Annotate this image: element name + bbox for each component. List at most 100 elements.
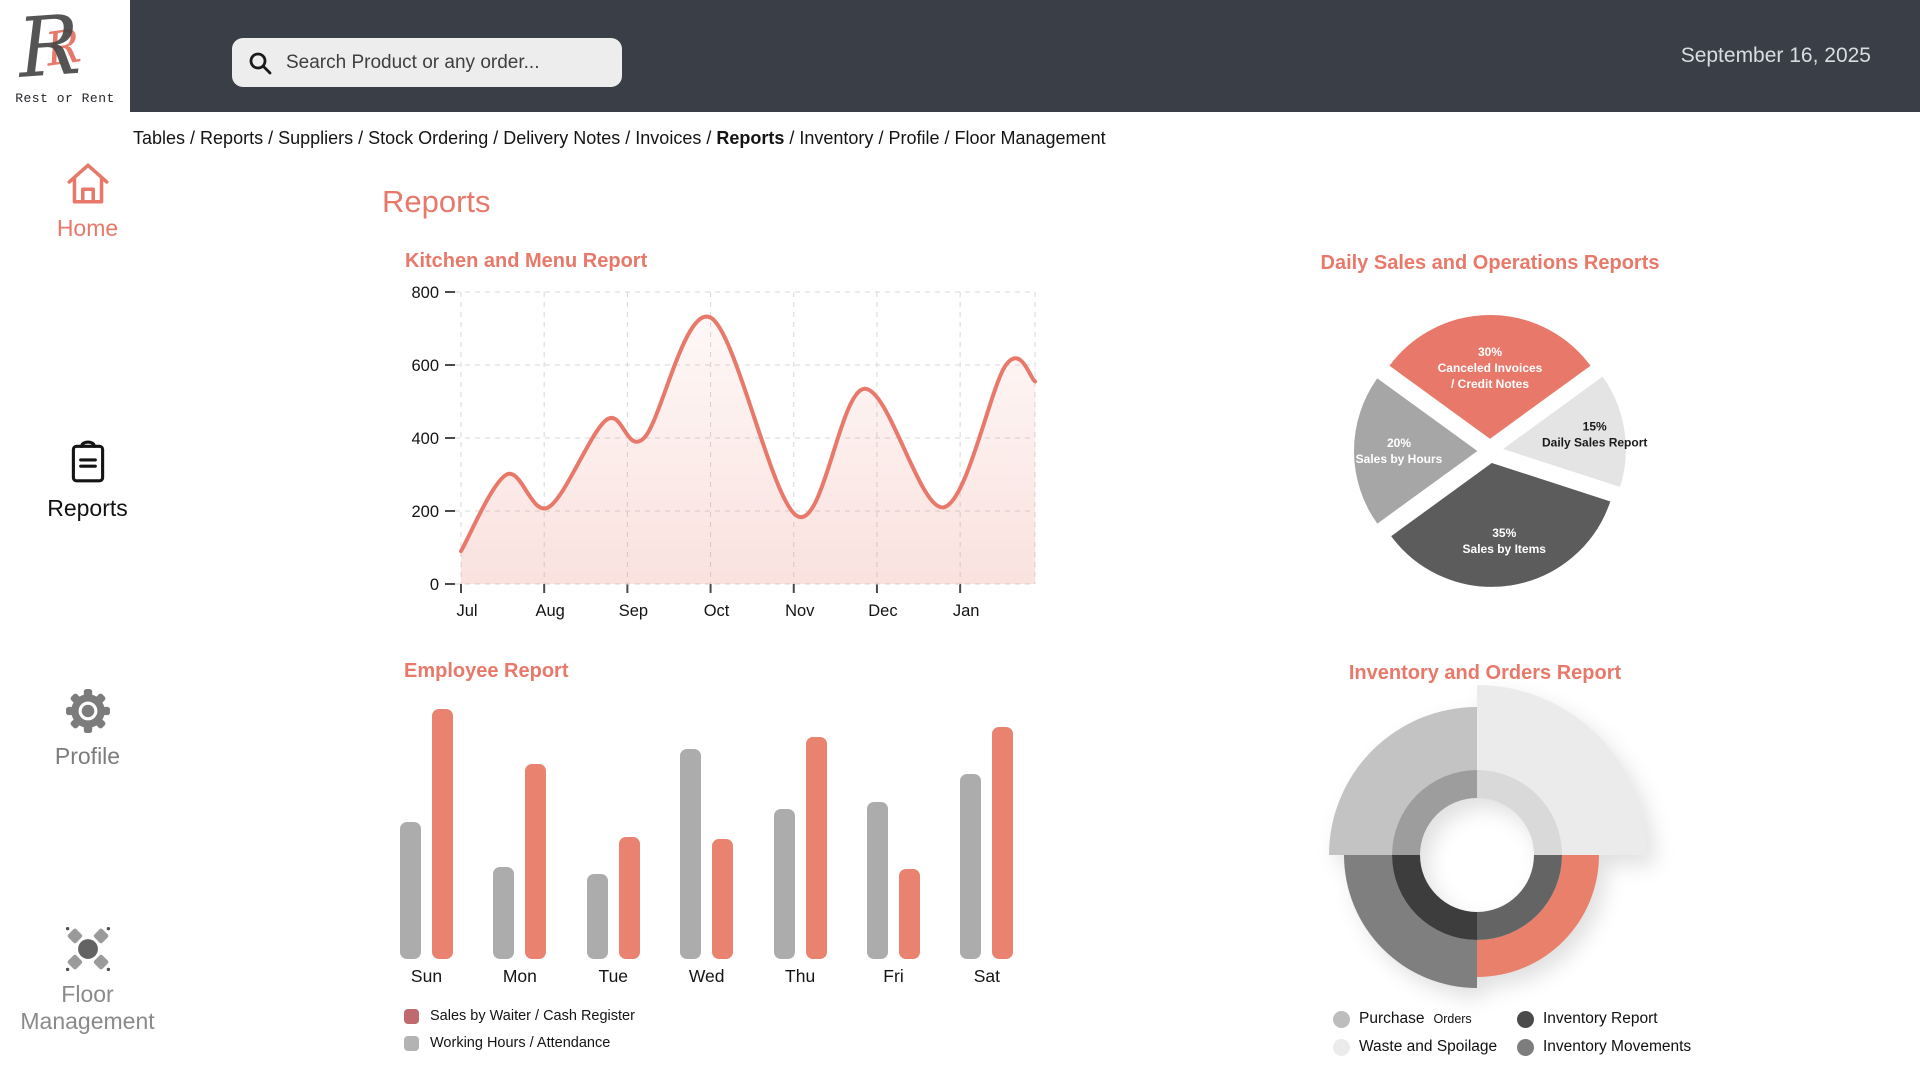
area-chart: Jul Aug Sep Oct Nov Dec Jan 0 200 400 600 800 <box>411 284 1037 620</box>
breadcrumb-item[interactable]: Tables <box>133 128 186 148</box>
home-icon <box>66 163 109 204</box>
bar-chart-legend: Sales by Waiter / Cash Register Working H… <box>404 1008 635 1062</box>
breadcrumb-separator: / <box>939 128 955 148</box>
sidebar-item-floor-management[interactable]: Floor Management <box>0 926 175 1035</box>
breadcrumb-separator: / <box>784 128 800 148</box>
donut-segment <box>1329 707 1477 855</box>
bar-category-label: Wed <box>688 966 725 986</box>
breadcrumb-item[interactable]: Reports <box>200 128 264 148</box>
legend-dot <box>1517 1010 1534 1028</box>
bar <box>960 774 982 959</box>
svg-text:Dec: Dec <box>868 602 897 620</box>
svg-text:600: 600 <box>411 357 439 375</box>
legend-item: Inventory Movements <box>1517 1038 1691 1056</box>
donut-segment <box>1344 855 1477 988</box>
breadcrumb-item[interactable]: Suppliers <box>278 128 354 148</box>
chart-title: Inventory and Orders Report <box>1348 662 1622 684</box>
donut-segment <box>1477 770 1562 855</box>
bar-group <box>680 709 734 959</box>
sidebar-item-label: Profile <box>54 743 121 769</box>
legend-label: Purchase <box>1359 1010 1425 1027</box>
breadcrumb-item[interactable]: Inventory <box>799 128 874 148</box>
sidebar-item-home[interactable]: Home <box>0 160 175 242</box>
page-title: Reports <box>382 184 491 219</box>
donut-segment <box>1392 855 1477 940</box>
pie-slice <box>1387 313 1593 441</box>
legend-dot <box>1517 1038 1534 1056</box>
sidebar-item-label: Floor Management <box>20 981 155 1034</box>
bar <box>992 726 1014 959</box>
breadcrumb-item[interactable]: Profile <box>888 128 940 148</box>
logo-r-icon: R R <box>13 0 84 97</box>
breadcrumb-separator: / <box>701 128 717 148</box>
legend-label: Working Hours / Attendance <box>430 1035 611 1051</box>
bar-group <box>493 709 547 959</box>
chart-title: Employee Report <box>404 660 569 682</box>
donut-segment <box>1477 855 1562 940</box>
bar-group <box>400 709 453 959</box>
svg-text:Nov: Nov <box>785 602 815 620</box>
sidebar-item-label: Reports <box>47 495 128 521</box>
search-icon <box>249 52 272 74</box>
breadcrumb-item[interactable]: Delivery Notes <box>503 128 621 148</box>
donut-chart <box>1329 685 1647 988</box>
bar <box>867 801 888 959</box>
bar <box>400 821 421 959</box>
search-input[interactable] <box>286 51 606 74</box>
breadcrumb-separator: / <box>185 128 201 148</box>
legend-label: Waste and Spoilage <box>1359 1038 1498 1055</box>
svg-text:R: R <box>13 0 83 88</box>
bar <box>680 749 702 959</box>
chart-title: Kitchen and Menu Report <box>405 250 648 272</box>
breadcrumb-separator: / <box>353 128 369 148</box>
search-bar[interactable] <box>232 38 622 87</box>
bar-category-label: Mon <box>502 966 537 986</box>
bar-category-label: Sat <box>973 966 1001 986</box>
pie-slice-label: 15% Daily Sales Report <box>1542 419 1647 449</box>
svg-text:800: 800 <box>411 284 439 302</box>
breadcrumb-item[interactable]: Floor Management <box>954 128 1106 148</box>
pie-slice <box>1352 375 1480 527</box>
breadcrumb-item[interactable]: Reports <box>716 128 785 148</box>
bar <box>493 866 515 959</box>
sidebar-item-reports[interactable]: Reports <box>0 438 175 522</box>
bar-category-label: Fri <box>883 966 904 986</box>
svg-text:200: 200 <box>411 503 439 521</box>
svg-text:Jan: Jan <box>953 602 980 620</box>
bar-category-label: Sun <box>410 966 443 986</box>
sidebar-item-profile[interactable]: Profile <box>0 688 175 770</box>
bar-group <box>960 709 1014 959</box>
gear-icon <box>65 689 110 733</box>
sidebar-item-label: Home <box>56 215 119 241</box>
bar <box>525 764 547 959</box>
header-date: September 16, 2025 <box>1680 44 1871 67</box>
bar-group <box>867 709 920 959</box>
bar-group <box>773 709 827 959</box>
breadcrumb-item[interactable]: Invoices <box>635 128 702 148</box>
chart-title: Daily Sales and Operations Reports <box>1320 252 1660 274</box>
reports-icon <box>71 440 104 483</box>
svg-text:Jul: Jul <box>456 602 477 620</box>
pie-slice <box>1388 460 1613 589</box>
legend-label-suffix: Orders <box>1433 1012 1472 1026</box>
legend-item: Inventory Report <box>1517 1010 1658 1028</box>
breadcrumb-separator: / <box>620 128 636 148</box>
svg-text:Oct: Oct <box>704 602 730 620</box>
app-logo[interactable]: R R Rest or Rent <box>0 0 130 112</box>
pie-slice-label: 20% Sales by Hours <box>1356 436 1443 466</box>
breadcrumb-separator: / <box>263 128 279 148</box>
legend-item: Working Hours / Attendance <box>404 1035 635 1051</box>
bar-category-label: Tue <box>598 966 629 986</box>
svg-text:400: 400 <box>411 430 439 448</box>
legend-swatch <box>404 1035 419 1051</box>
donut-segment <box>1392 770 1477 855</box>
pie-slice-label: 30% Canceled Invoices / Credit Notes <box>1438 345 1543 391</box>
legend-dot <box>1333 1038 1350 1056</box>
breadcrumb-item[interactable]: Stock Ordering <box>368 128 489 148</box>
breadcrumb-separator: / <box>873 128 889 148</box>
pie-slice-label: 35% Sales by Items <box>1463 526 1547 556</box>
legend-swatch <box>404 1008 419 1024</box>
svg-text:Aug: Aug <box>536 602 565 620</box>
pie-chart: 30% Canceled Invoices / Credit Notes 15% Dai… <box>1352 313 1647 589</box>
pie-slice <box>1499 374 1628 490</box>
